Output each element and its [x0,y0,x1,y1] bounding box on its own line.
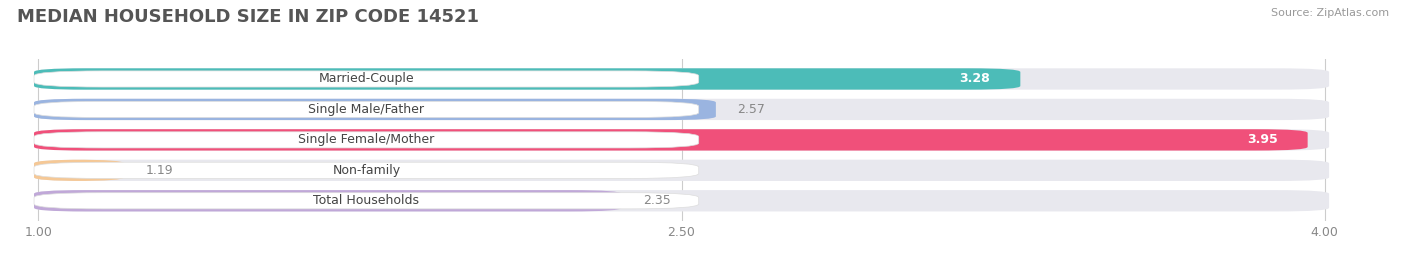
Text: MEDIAN HOUSEHOLD SIZE IN ZIP CODE 14521: MEDIAN HOUSEHOLD SIZE IN ZIP CODE 14521 [17,8,479,26]
FancyBboxPatch shape [34,190,1329,211]
FancyBboxPatch shape [34,101,699,118]
FancyBboxPatch shape [34,68,1021,90]
Text: 2.57: 2.57 [737,103,765,116]
FancyBboxPatch shape [34,129,1329,151]
FancyBboxPatch shape [34,99,716,120]
Text: Non-family: Non-family [332,164,401,177]
FancyBboxPatch shape [34,71,699,87]
FancyBboxPatch shape [34,99,1329,120]
FancyBboxPatch shape [34,68,1329,90]
Text: 3.95: 3.95 [1247,133,1278,146]
FancyBboxPatch shape [34,190,621,211]
Text: 2.35: 2.35 [643,194,671,207]
FancyBboxPatch shape [34,129,1308,151]
Text: 3.28: 3.28 [959,72,990,86]
Text: Single Female/Mother: Single Female/Mother [298,133,434,146]
FancyBboxPatch shape [34,132,699,148]
Text: Total Households: Total Households [314,194,419,207]
FancyBboxPatch shape [34,160,124,181]
FancyBboxPatch shape [34,193,699,209]
Text: Married-Couple: Married-Couple [319,72,415,86]
FancyBboxPatch shape [34,162,699,178]
Text: Source: ZipAtlas.com: Source: ZipAtlas.com [1271,8,1389,18]
Text: Single Male/Father: Single Male/Father [308,103,425,116]
Text: 1.19: 1.19 [145,164,173,177]
FancyBboxPatch shape [34,160,1329,181]
